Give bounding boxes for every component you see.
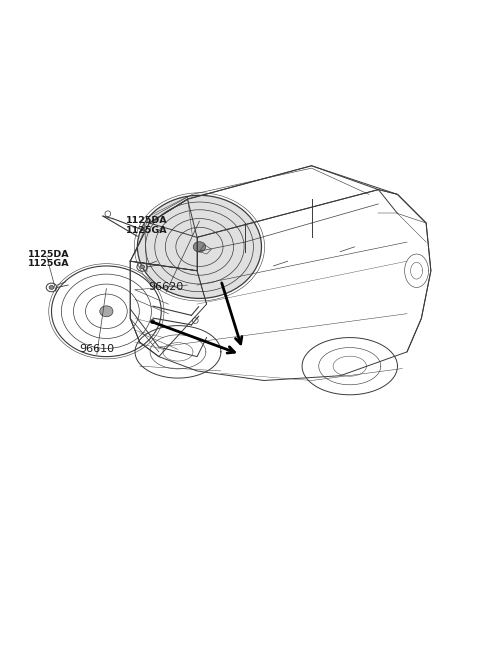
Ellipse shape xyxy=(140,265,144,269)
Text: 96610: 96610 xyxy=(79,344,114,354)
Ellipse shape xyxy=(193,241,205,252)
Text: 1125GA: 1125GA xyxy=(28,259,69,268)
Text: 1125DA: 1125DA xyxy=(125,216,167,226)
Text: 1125DA: 1125DA xyxy=(28,250,69,259)
Text: 96620: 96620 xyxy=(148,282,184,292)
Ellipse shape xyxy=(100,306,113,317)
Ellipse shape xyxy=(49,285,54,289)
Ellipse shape xyxy=(137,195,262,298)
Text: 1125GA: 1125GA xyxy=(125,226,167,235)
